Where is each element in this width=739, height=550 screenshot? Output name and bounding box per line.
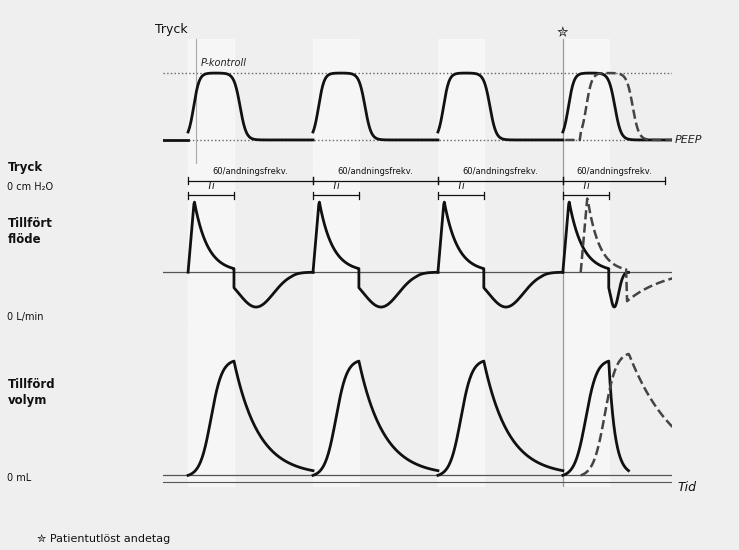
Text: 60/andningsfrekv.: 60/andningsfrekv. xyxy=(576,167,652,176)
Text: Ti: Ti xyxy=(332,180,341,191)
Text: Ti: Ti xyxy=(207,180,215,191)
Bar xyxy=(438,326,484,487)
Text: 60/andningsfrekv.: 60/andningsfrekv. xyxy=(463,167,538,176)
Text: Tryck: Tryck xyxy=(7,161,43,174)
Text: ✮ Patientutlöst andetag: ✮ Patientutlöst andetag xyxy=(37,535,170,544)
Text: Ti: Ti xyxy=(457,180,466,191)
Text: ✮: ✮ xyxy=(557,26,569,41)
Text: 60/andningsfrekv.: 60/andningsfrekv. xyxy=(213,167,288,176)
Bar xyxy=(563,39,609,164)
Bar xyxy=(313,39,359,164)
Bar xyxy=(188,164,234,326)
Bar xyxy=(188,326,234,487)
Text: 0 cm H₂O: 0 cm H₂O xyxy=(7,182,53,191)
Bar xyxy=(313,164,359,326)
Text: 0 mL: 0 mL xyxy=(7,474,32,483)
Bar xyxy=(563,326,609,487)
Text: Ti: Ti xyxy=(582,180,590,191)
Text: Tillfört
flöde: Tillfört flöde xyxy=(7,217,52,246)
Text: PEEP: PEEP xyxy=(675,135,703,145)
Text: Tid: Tid xyxy=(678,481,697,494)
Bar xyxy=(313,326,359,487)
Bar xyxy=(438,39,484,164)
Text: Tillförd
volym: Tillförd volym xyxy=(7,378,55,407)
Bar xyxy=(563,164,609,326)
Bar xyxy=(188,39,234,164)
Text: P-kontroll: P-kontroll xyxy=(201,58,247,68)
Text: Tryck: Tryck xyxy=(155,23,188,36)
Text: 0 L/min: 0 L/min xyxy=(7,312,44,322)
Bar xyxy=(438,164,484,326)
Text: 60/andningsfrekv.: 60/andningsfrekv. xyxy=(338,167,413,176)
